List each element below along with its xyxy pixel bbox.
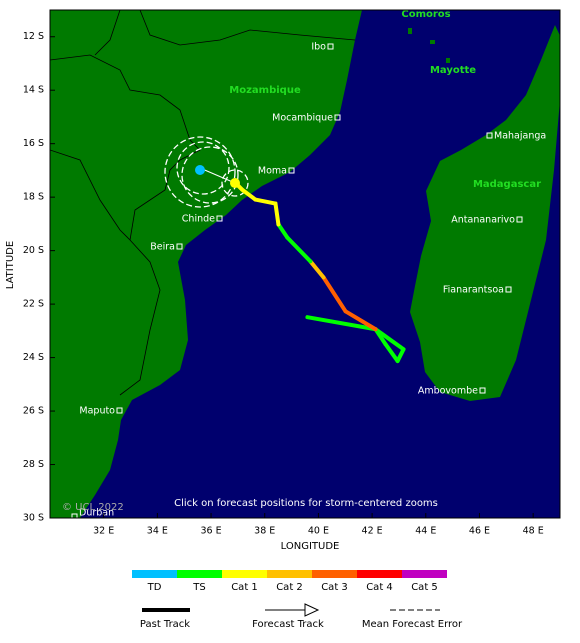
forecast-error — [164, 136, 249, 208]
track-segment — [253, 197, 278, 206]
x-tick-label: 38 E — [254, 526, 275, 537]
country-label: Mayotte — [430, 65, 476, 76]
forecast-track — [199, 167, 236, 184]
city-label: Maputo — [79, 406, 115, 417]
track-segment — [273, 201, 281, 227]
legend-label: Cat 1 — [231, 582, 258, 593]
track-segment — [321, 275, 348, 314]
legend-swatch — [267, 570, 312, 578]
x-tick-label: 42 E — [362, 526, 383, 537]
x-tick-label: 48 E — [523, 526, 544, 537]
legend-swatch — [222, 570, 267, 578]
legend-label: Cat 4 — [366, 582, 393, 593]
city-label: Moma — [258, 166, 287, 177]
y-tick-label: 16 S — [23, 138, 44, 149]
storm-icon — [195, 165, 205, 175]
y-tick-label: 12 S — [23, 31, 44, 42]
y-tick-label: 14 S — [23, 85, 44, 96]
city-label: Ambovombe — [418, 386, 478, 397]
y-tick-label: 30 S — [23, 513, 44, 524]
track-segment — [305, 315, 378, 332]
y-tick-label: 28 S — [23, 459, 44, 470]
y-tick-label: 22 S — [23, 299, 44, 310]
track-segment — [395, 347, 406, 364]
legend-swatch — [132, 570, 177, 578]
track-segment — [343, 309, 378, 332]
legend-label: Forecast Track — [252, 619, 324, 630]
track-segment — [285, 235, 313, 264]
track-segment — [276, 222, 290, 240]
legend-label: Cat 2 — [276, 582, 303, 593]
legend-label: TD — [147, 582, 162, 593]
track-segment — [373, 327, 406, 352]
city-label: Chinde — [182, 214, 215, 225]
legend-label: Cat 5 — [411, 582, 438, 593]
legend-swatch — [312, 570, 357, 578]
country-label: Madagascar — [473, 179, 541, 190]
forecast-arrow — [304, 603, 320, 617]
x-tick-label: 46 E — [469, 526, 490, 537]
legend-label: Cat 3 — [321, 582, 348, 593]
cities — [71, 43, 523, 520]
copyright: © UCL 2022 — [62, 502, 124, 513]
current-position — [230, 178, 240, 188]
city-label: Fianarantsoa — [443, 285, 504, 296]
y-tick-label: 20 S — [23, 245, 44, 256]
past-track — [233, 180, 406, 364]
track-segment — [308, 259, 326, 280]
legend-label: Past Track — [140, 619, 190, 630]
x-tick-label: 40 E — [308, 526, 329, 537]
city-label: Mahajanga — [494, 131, 546, 142]
legend-swatch — [177, 570, 222, 578]
city-label: Ibo — [311, 42, 326, 53]
country-label: Comoros — [401, 9, 450, 20]
track-segment — [383, 342, 400, 364]
legend-swatch — [357, 570, 402, 578]
city-label: Beira — [150, 242, 175, 253]
city-label: Mocambique — [272, 113, 333, 124]
y-tick-label: 18 S — [23, 192, 44, 203]
x-axis-label: LONGITUDE — [281, 541, 340, 552]
x-tick-label: 44 E — [415, 526, 436, 537]
y-tick-label: 24 S — [23, 352, 44, 363]
legend-label: Mean Forecast Error — [362, 619, 463, 630]
x-tick-label: 32 E — [93, 526, 114, 537]
zoom-note[interactable]: Click on forecast positions for storm-ce… — [174, 498, 438, 509]
land — [50, 10, 560, 518]
y-tick-label: 26 S — [23, 406, 44, 417]
city-label: Antananarivo — [451, 215, 515, 226]
track-segment — [240, 187, 258, 202]
x-tick-label: 34 E — [147, 526, 168, 537]
city-label: Durban — [79, 508, 114, 519]
x-tick-label: 36 E — [200, 526, 221, 537]
legend-label: TS — [192, 582, 205, 593]
country-label: Mozambique — [229, 85, 301, 96]
legend: TD TS Cat 1 Cat 2 Cat 3 Cat 4 Cat 5 — [132, 570, 447, 593]
legend-swatch — [402, 570, 447, 578]
frame — [49, 9, 561, 519]
y-axis-label: LATITUDE — [5, 241, 16, 289]
